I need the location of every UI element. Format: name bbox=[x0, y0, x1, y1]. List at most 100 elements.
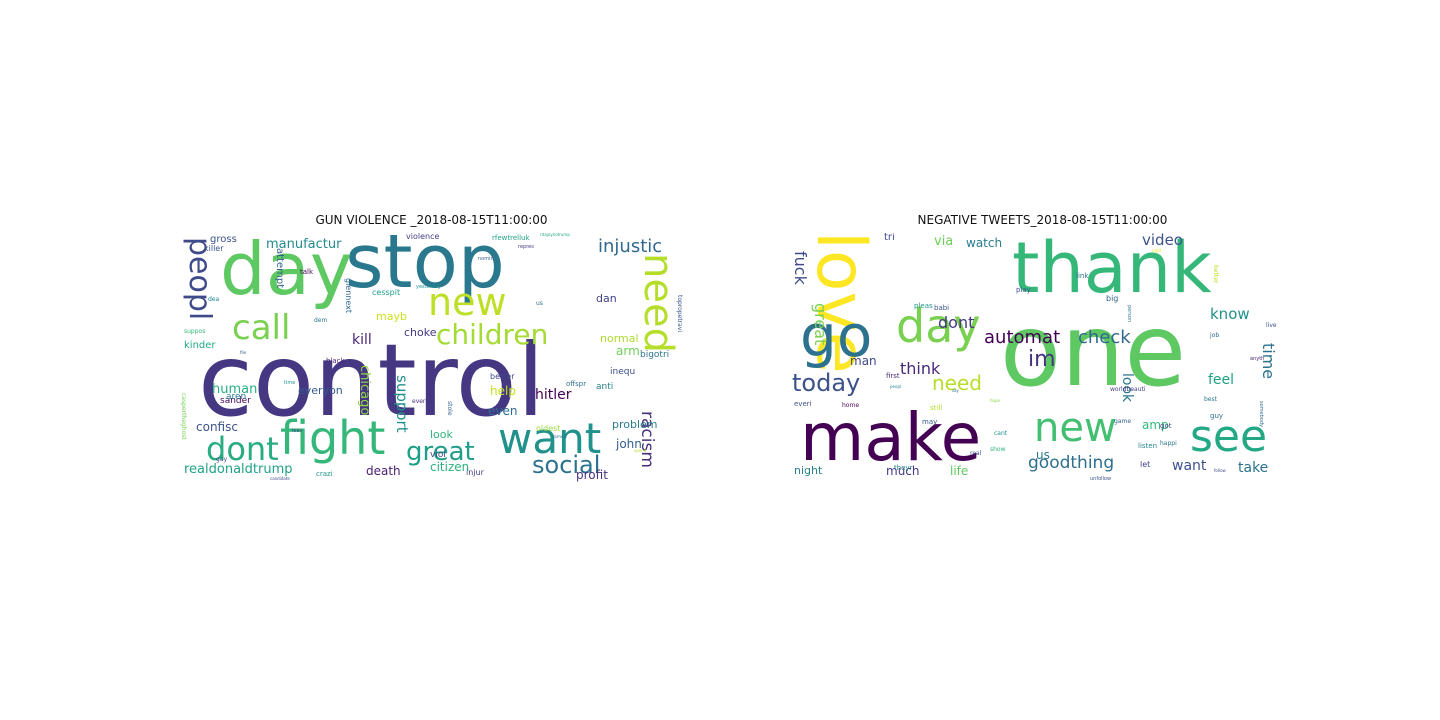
word-dem: dem bbox=[314, 317, 328, 324]
word-great: great bbox=[811, 303, 830, 346]
word-big: big bbox=[1106, 294, 1119, 303]
word-topropetravi: topropetravi bbox=[676, 295, 683, 333]
word-need: need bbox=[635, 253, 681, 353]
word-control: control bbox=[198, 322, 545, 439]
word-aren: aren bbox=[226, 392, 247, 402]
word-suppos: suppos bbox=[184, 328, 206, 335]
word-live: live bbox=[1266, 322, 1277, 329]
word-killer: killer bbox=[204, 244, 224, 253]
word-make: make bbox=[800, 399, 982, 476]
word-play: play bbox=[1016, 286, 1031, 294]
word-domest: domest bbox=[552, 434, 567, 439]
word-one: one bbox=[1000, 292, 1187, 409]
word-caspertheghost: caspertheghost bbox=[180, 393, 187, 440]
word-ritajoynotrump: ritajoynotrump bbox=[540, 233, 570, 237]
word-let: let bbox=[1140, 460, 1151, 469]
word-somebody: somebody bbox=[1258, 401, 1264, 427]
word-game: game bbox=[1114, 418, 1132, 425]
word-day: day bbox=[896, 299, 981, 353]
word-take: take bbox=[1238, 460, 1269, 476]
word-show: show bbox=[990, 446, 1006, 453]
word-think: think bbox=[900, 359, 941, 378]
word-profit: profit bbox=[576, 468, 608, 482]
word-social: social bbox=[532, 451, 601, 479]
word-see: see bbox=[1190, 411, 1268, 462]
word-may: may bbox=[922, 418, 938, 426]
word-cant: cant bbox=[994, 430, 1008, 437]
word-need: need bbox=[932, 371, 982, 395]
word-even: even bbox=[488, 404, 518, 418]
word-got: got bbox=[1160, 422, 1172, 430]
word-oldest: oldest bbox=[536, 424, 561, 433]
word-death: death bbox=[366, 464, 401, 478]
word-great: great bbox=[406, 437, 475, 467]
word-best: best bbox=[1204, 396, 1217, 403]
word-go: go bbox=[800, 302, 873, 370]
word-injur: injur bbox=[466, 468, 484, 477]
word-us: us bbox=[1036, 448, 1050, 462]
chart-title: GUN VIOLENCE _2018-08-15T11:00:00 bbox=[315, 213, 548, 227]
wordcloud-panel-negative-tweets: NEGATIVE TWEETS_2018-08-15T11:00:00 one t… bbox=[790, 213, 1295, 482]
word-spend: spend bbox=[634, 448, 647, 453]
word-call: call bbox=[232, 308, 291, 348]
word-dont: dont bbox=[206, 430, 279, 468]
word-goodthing: goodthing bbox=[1028, 453, 1115, 473]
word-right: right bbox=[1152, 248, 1162, 253]
word-guy: guy bbox=[1210, 412, 1224, 420]
word-much: much bbox=[886, 464, 920, 478]
word-person: person bbox=[1126, 305, 1132, 323]
word-want: want bbox=[498, 414, 602, 463]
word-night: night bbox=[794, 464, 823, 477]
word-automat: automat bbox=[984, 327, 1061, 348]
word-kill: kill bbox=[352, 332, 372, 348]
word-job: job bbox=[1210, 332, 1220, 339]
word-new: new bbox=[428, 280, 507, 324]
word-pleas: pleas bbox=[914, 302, 933, 310]
word-theyr: theyr bbox=[894, 464, 913, 472]
word-unfollow: unfollow bbox=[1090, 476, 1112, 482]
word-link: link bbox=[1076, 272, 1089, 280]
word-candidate: candidate bbox=[270, 476, 290, 481]
word-help: help bbox=[490, 384, 516, 398]
word-via: via bbox=[934, 234, 954, 249]
word-anti: anti bbox=[596, 382, 614, 392]
word-everyon: everyon bbox=[298, 384, 343, 397]
word-worldbeauti: worldbeauti bbox=[1110, 386, 1146, 393]
word-home: home bbox=[842, 402, 860, 409]
word-thank: thank bbox=[1012, 233, 1212, 309]
word-better: better bbox=[490, 372, 515, 381]
wordcloud-area: control stop day fight want need new call dont pe… bbox=[180, 233, 683, 482]
word-human: human bbox=[212, 382, 258, 397]
word-stop: stop bbox=[345, 233, 505, 305]
word-hitler: hitler bbox=[535, 387, 572, 403]
word-fight: fight bbox=[280, 411, 386, 465]
word-confisc: confisc bbox=[196, 420, 238, 434]
word-inequ: inequ bbox=[610, 367, 636, 377]
word-support: support bbox=[393, 375, 411, 433]
word-arm: arm bbox=[616, 344, 640, 358]
word-cesspit: cesspit bbox=[372, 288, 401, 297]
word-time: time bbox=[284, 380, 296, 386]
word-kinder: kinder bbox=[184, 340, 216, 351]
word-want: want bbox=[1172, 458, 1207, 474]
word-better: better bbox=[1212, 265, 1219, 284]
word-everi: everi bbox=[794, 400, 812, 408]
word-look: look bbox=[430, 428, 453, 441]
word-real: real bbox=[970, 450, 982, 457]
word-life: life bbox=[950, 464, 969, 478]
word-repres: repres bbox=[518, 244, 534, 250]
word-still: still bbox=[930, 404, 943, 412]
chart-title: NEGATIVE TWEETS_2018-08-15T11:00:00 bbox=[917, 213, 1168, 227]
word-anyth: anyth bbox=[1250, 356, 1265, 362]
word-talk: talk bbox=[300, 268, 314, 276]
word-peopl: peopl bbox=[890, 384, 902, 389]
word-problem: problem bbox=[612, 418, 658, 431]
word-viol: viol bbox=[430, 450, 446, 460]
word-attempt: attempt bbox=[274, 248, 285, 289]
word-day: day bbox=[220, 233, 353, 311]
word-leav: leav bbox=[292, 428, 303, 434]
word-bigotri: bigotri bbox=[640, 350, 670, 360]
word-know: know bbox=[1210, 305, 1250, 323]
word-offspr: offspr bbox=[566, 380, 587, 388]
word-everi: everi bbox=[412, 398, 428, 405]
